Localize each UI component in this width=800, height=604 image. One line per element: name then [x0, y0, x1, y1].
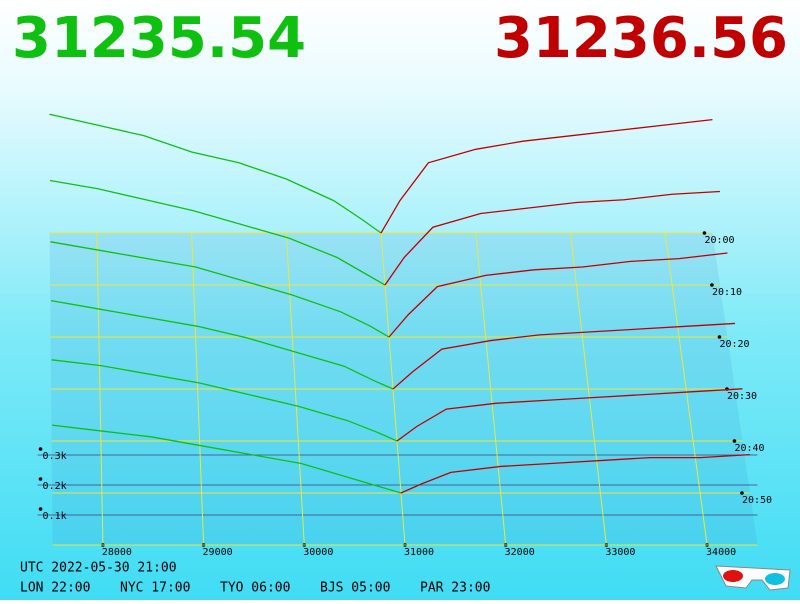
depth-tick-label: 0.2k	[43, 481, 67, 492]
time-tick-label: 20:30	[727, 391, 757, 402]
bid-depth-line	[51, 359, 398, 442]
ask-depth-line	[380, 118, 713, 234]
depth-tick-label: 0.1k	[43, 511, 67, 522]
price-grid-line	[96, 232, 104, 546]
price-tick-label: 29000	[203, 547, 233, 558]
ask-depth-line	[384, 190, 720, 286]
price-grid-line	[569, 232, 607, 546]
ask-depth-line	[388, 252, 728, 338]
price-grid-line	[475, 232, 507, 546]
price-grid-line	[285, 232, 305, 546]
floor: 0.1k 0.2k 0.3k 20:00 20:10 20:20 20:30 20:40 20:…	[37, 231, 772, 558]
price-tick-label: 30000	[303, 547, 333, 558]
price-tick-label: 32000	[505, 547, 535, 558]
bid-price: 31235.54	[12, 6, 306, 71]
bid-depth-line	[49, 113, 382, 234]
price-grid-line	[191, 232, 205, 546]
time-tick-label: 20:00	[704, 235, 734, 246]
price-tick-label: 33000	[605, 547, 635, 558]
time-tick	[732, 439, 737, 443]
bid-depth-line	[50, 241, 390, 338]
time-tick-label: 20:10	[712, 287, 742, 298]
bid-depth-line	[51, 424, 402, 494]
time-tick-label: 20:20	[719, 339, 749, 350]
price-tick-label: 31000	[404, 547, 434, 558]
price-tick-label: 28000	[102, 547, 132, 558]
ask-price: 31236.56	[494, 6, 788, 71]
bid-depth-line	[50, 300, 394, 390]
clock-label: BJS 05:00	[320, 581, 390, 596]
depth-tick	[38, 507, 43, 511]
price-grid-line	[664, 232, 708, 546]
time-tick-label: 20:40	[734, 443, 764, 454]
clock-label: LON 22:00	[20, 581, 90, 596]
utc-time: UTC 2022-05-30 21:00	[20, 561, 177, 576]
depth-tick	[38, 447, 43, 451]
ask-depth-line	[396, 388, 743, 442]
bid-depth-line	[49, 179, 386, 286]
ask-depth-line	[392, 322, 735, 390]
clock-label: PAR 23:00	[420, 581, 490, 596]
clock-label: NYC 17:00	[120, 581, 190, 596]
depth-tick-label: 0.3k	[43, 451, 67, 462]
ask-depth-line	[400, 454, 750, 494]
price-tick-label: 34000	[706, 547, 736, 558]
time-tick	[710, 283, 714, 287]
time-tick	[717, 335, 722, 339]
time-tick	[702, 231, 707, 235]
time-tick	[740, 491, 744, 495]
depth-tick	[38, 477, 43, 481]
curves	[49, 113, 750, 494]
clock-label: TYO 06:00	[220, 581, 290, 596]
glasses-icon	[715, 565, 791, 591]
time-tick-label: 20:50	[742, 495, 772, 506]
